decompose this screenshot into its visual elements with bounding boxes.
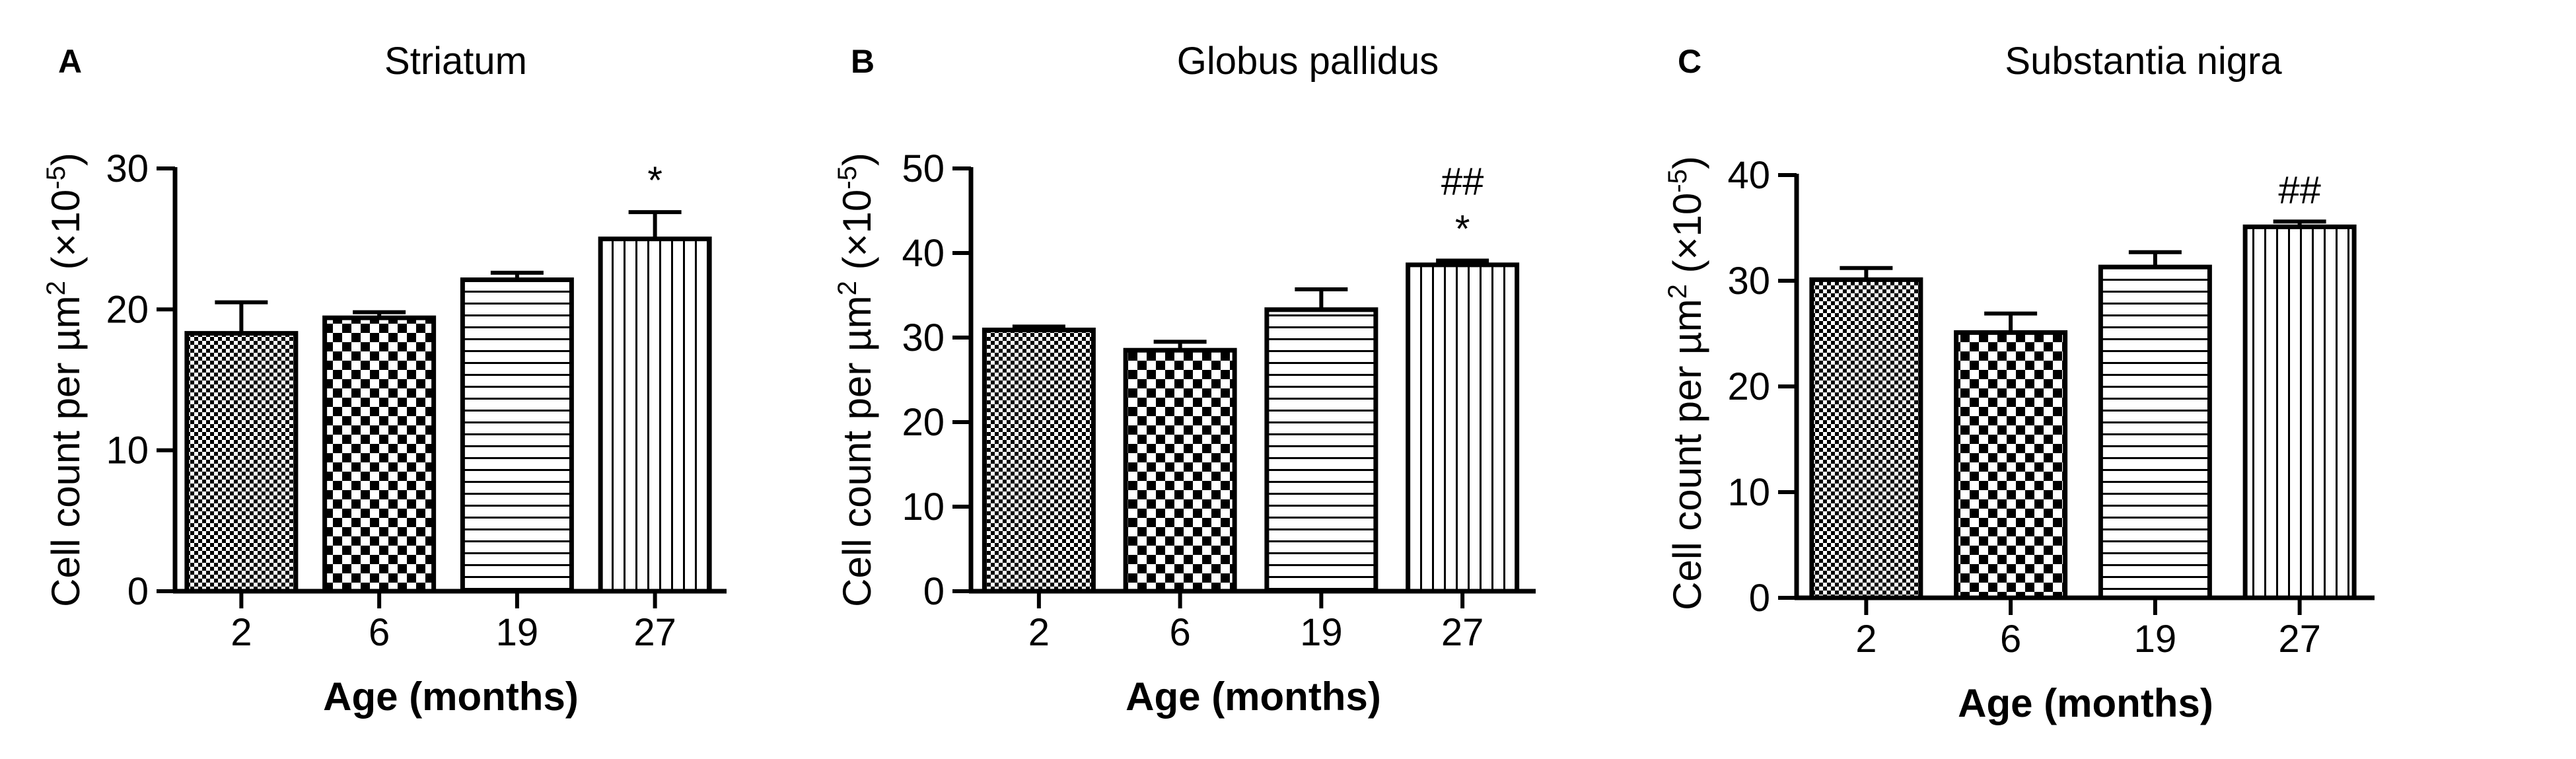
y-axis-label-part: (×10 [835, 190, 879, 281]
x-tick-label: 27 [1441, 611, 1484, 654]
x-tick-label: 19 [1300, 611, 1343, 654]
y-axis-label-part: Cell count per µm [44, 295, 88, 606]
chart-panel-b: B Globus pallidus 0 10 20 30 40 50 2 6 19 27 * ## Age … [833, 40, 1536, 719]
bar [1954, 330, 2068, 600]
significance-marker: * [647, 159, 662, 202]
panel-letter: B [851, 43, 875, 80]
y-tick-label: 0 [923, 570, 945, 613]
y-axis-label-superscript: 2 [833, 281, 862, 295]
x-tick-label: 2 [1855, 618, 1877, 661]
bar [1809, 277, 1923, 600]
bar [322, 315, 437, 594]
chart-panel-c: C Substantia nigra 0 10 20 30 40 2 6 19 27 ## Age (m… [1663, 40, 2375, 725]
y-axis-label-part: Cell count per µm [835, 295, 879, 606]
panel-title: Substantia nigra [2005, 40, 2282, 83]
y-axis-label-part: ) [835, 153, 879, 166]
x-tick-label: 19 [2134, 618, 2177, 661]
y-axis-label-part: ) [1665, 156, 1709, 169]
x-axis-label: Age (months) [1126, 674, 1381, 719]
y-axis-label-superscript: 2 [1663, 284, 1692, 299]
y-tick-label: 20 [106, 288, 149, 331]
panel-title: Globus pallidus [1177, 40, 1439, 83]
y-tick-label: 20 [1727, 365, 1770, 408]
y-tick-label: 0 [127, 570, 149, 613]
bar [2098, 264, 2212, 600]
y-tick-label: 10 [1727, 471, 1770, 514]
x-tick-label: 27 [633, 611, 676, 654]
y-axis-label-part: (×10 [44, 190, 88, 281]
y-tick-label: 30 [1727, 260, 1770, 303]
y-tick-label: 30 [902, 316, 945, 359]
y-axis-label-part: Cell count per µm [1665, 299, 1709, 610]
x-tick-label: 27 [2278, 618, 2321, 661]
x-tick-label: 19 [496, 611, 539, 654]
x-tick-label: 6 [2000, 618, 2021, 661]
x-axis-label: Age (months) [1958, 681, 2213, 725]
panel-letter: C [1678, 43, 1701, 80]
panel-title: Striatum [384, 40, 527, 83]
y-axis-label: Cell count per µm2 (×10-5) [1663, 156, 1709, 610]
x-axis-label: Age (months) [323, 674, 579, 719]
y-tick-label: 40 [1727, 154, 1770, 197]
bar [1123, 347, 1237, 594]
y-axis-label-part: (×10 [1665, 193, 1709, 284]
bar [598, 236, 712, 594]
y-axis-label-part: ) [44, 153, 88, 166]
y-axis-label-superscript: 2 [42, 281, 71, 295]
bar [460, 277, 574, 594]
y-axis-label: Cell count per µm2 (×10-5) [833, 153, 879, 607]
y-tick-label: 0 [1749, 577, 1770, 620]
significance-marker: * [1455, 208, 1470, 251]
y-tick-label: 20 [902, 401, 945, 444]
x-tick-label: 6 [1169, 611, 1190, 654]
y-tick-label: 10 [106, 429, 149, 472]
bar [2242, 224, 2357, 600]
y-tick-label: 30 [106, 147, 149, 190]
significance-marker-top: ## [1441, 161, 1484, 203]
bar [1406, 262, 1520, 594]
y-axis-label-superscript: -5 [833, 166, 862, 190]
y-axis-label-superscript: -5 [1663, 169, 1692, 193]
x-tick-label: 2 [1028, 611, 1050, 654]
x-tick-label: 6 [369, 611, 390, 654]
bar [982, 327, 1096, 594]
y-tick-label: 10 [902, 486, 945, 528]
y-tick-label: 40 [902, 232, 945, 275]
bar [184, 331, 299, 594]
panel-letter: A [58, 43, 82, 80]
bar [1264, 307, 1378, 594]
y-tick-label: 50 [902, 147, 945, 190]
y-axis-label: Cell count per µm2 (×10-5) [42, 153, 88, 607]
x-tick-label: 2 [231, 611, 252, 654]
y-axis-label-superscript: -5 [42, 166, 71, 190]
chart-panel-a: A Striatum 0 10 20 30 2 6 19 27 * Age (months) Cell … [42, 40, 727, 719]
significance-marker: ## [2278, 168, 2321, 211]
